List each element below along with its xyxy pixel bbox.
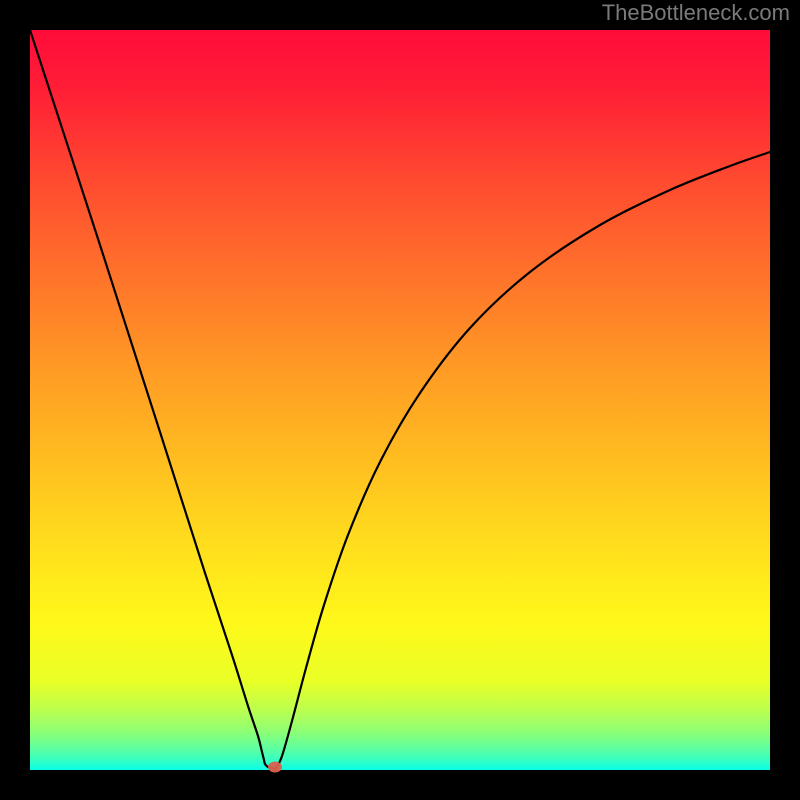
gradient-background xyxy=(30,30,770,770)
chart-container: TheBottleneck.com xyxy=(0,0,800,800)
chart-svg xyxy=(0,0,800,800)
minimum-marker xyxy=(268,762,282,773)
